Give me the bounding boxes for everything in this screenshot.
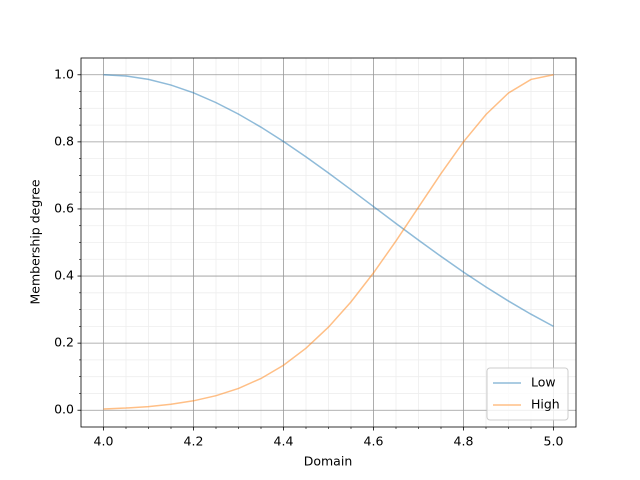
y-tick-label: 0.4 (54, 268, 74, 283)
x-tick-label: 4.4 (274, 434, 294, 449)
legend-box (486, 367, 569, 421)
y-tick-label: 0.0 (54, 402, 74, 417)
legend-label: High (531, 397, 560, 412)
x-tick-label: 4.6 (364, 434, 384, 449)
x-tick-label: 5.0 (544, 434, 564, 449)
legend-label: Low (531, 375, 556, 390)
x-tick-label: 4.2 (184, 434, 204, 449)
y-tick-label: 0.6 (54, 200, 74, 215)
y-axis-label: Membership degree (28, 179, 43, 304)
x-tick-label: 4.0 (94, 434, 114, 449)
y-tick-label: 0.2 (54, 335, 74, 350)
line (103, 74, 554, 328)
x-tick-label: 4.8 (454, 434, 474, 449)
line (103, 74, 554, 410)
x-axis-label: Domain (304, 454, 353, 469)
y-tick-label: 0.8 (54, 133, 74, 148)
y-tick-label: 1.0 (54, 66, 74, 81)
plot-frame (80, 57, 577, 428)
